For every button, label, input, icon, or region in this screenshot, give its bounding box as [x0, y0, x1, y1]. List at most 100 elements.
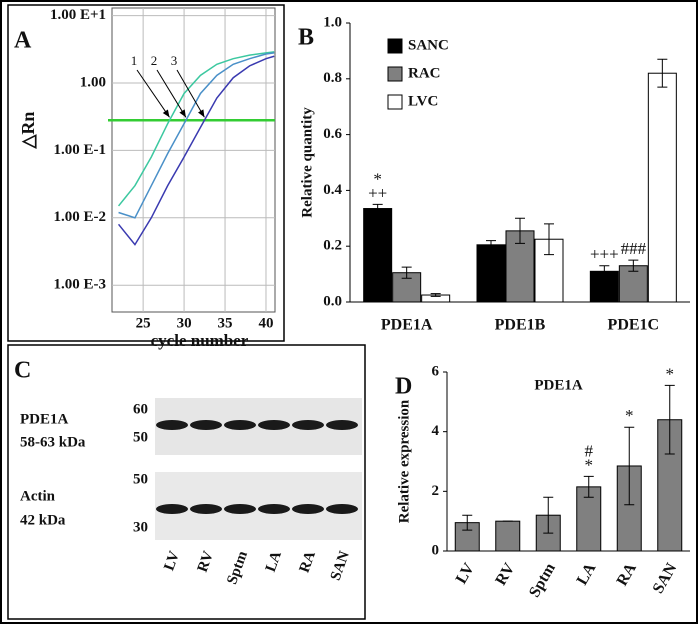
panel-c-frame	[7, 344, 366, 620]
y-tick-label: 6	[432, 363, 440, 379]
y-tick-label: 1.00 E+1	[50, 7, 106, 23]
y-tick-label: 2	[432, 483, 440, 499]
bar	[616, 465, 642, 552]
legend-label: SANC	[408, 37, 449, 53]
lane-label: RV	[195, 549, 217, 574]
arrow-head	[198, 109, 205, 118]
panel-a-frame	[7, 4, 285, 342]
blot-band	[292, 420, 324, 430]
lane-label: RA	[297, 549, 320, 575]
amplification-curve	[117, 55, 275, 246]
error-bar	[515, 217, 525, 244]
x-tick-label: PDE1A	[381, 317, 433, 334]
panel-label: D	[395, 374, 412, 400]
curve-label: 1	[131, 53, 138, 68]
y-tick-label: 0.0	[323, 293, 342, 309]
arrow	[176, 69, 205, 118]
x-tick-label: PDE1B	[495, 317, 546, 334]
marker-label: 50	[133, 429, 148, 445]
x-tick-label: 30	[177, 315, 192, 331]
arrow-head	[162, 109, 170, 118]
x-axis-label: cycle number	[151, 331, 249, 350]
significance-label: *	[625, 406, 634, 425]
significance-label: *	[373, 169, 382, 188]
significance-label: *	[585, 455, 594, 474]
arrow-head	[179, 109, 186, 118]
y-tick-label: 4	[432, 423, 440, 439]
blot-band	[224, 420, 256, 430]
curve-label: 2	[151, 53, 158, 68]
panel-label: C	[14, 358, 31, 384]
error-bar	[543, 496, 554, 534]
error-bar	[599, 265, 610, 278]
legend-swatch	[387, 38, 403, 54]
x-tick-label: SAN	[650, 560, 681, 597]
error-bar	[486, 240, 496, 250]
x-tick-label: RA	[614, 560, 640, 589]
amplification-curve	[117, 51, 275, 207]
error-bar	[430, 293, 441, 297]
legend-swatch	[387, 66, 403, 82]
error-bar	[372, 203, 383, 214]
lane-label: LA	[263, 549, 285, 574]
blot-band	[258, 504, 290, 514]
error-bar	[583, 475, 594, 498]
y-tick-label: 1.00 E-3	[54, 277, 107, 293]
significance-label: *	[666, 364, 675, 383]
x-tick-label: LA	[574, 560, 600, 588]
blot-band	[190, 504, 222, 514]
error-bar	[624, 426, 635, 506]
marker-label: 60	[133, 401, 148, 417]
legend-label: LVC	[408, 93, 438, 109]
significance-label: ###	[621, 239, 647, 258]
y-tick-label: 0.6	[323, 126, 342, 142]
size-label: 42 kDa	[20, 512, 66, 528]
lane-label: SAN	[328, 549, 353, 583]
curve-label: 3	[171, 53, 178, 68]
error-bar	[628, 259, 639, 272]
y-tick-label: 0.4	[323, 182, 342, 198]
x-tick-label: 40	[258, 315, 273, 331]
protein-label: Actin	[20, 488, 56, 504]
blot-band	[224, 504, 256, 514]
x-tick-label: 35	[218, 315, 233, 331]
y-axis-label: △Rn	[18, 112, 38, 150]
y-tick-label: 1.00 E-2	[54, 209, 107, 225]
y-tick-label: 1.00	[80, 74, 106, 90]
legend-label: RAC	[408, 65, 441, 81]
bar	[476, 244, 506, 303]
blot: C PDE1A 58-63 kDa Actin 42 kDa 60 50 50 …	[14, 358, 362, 540]
y-tick-label: 1.0	[323, 14, 342, 30]
x-tick-label: LV	[453, 560, 478, 587]
panel-label: B	[298, 25, 314, 51]
protein-label: PDE1A	[20, 411, 69, 427]
blot-band	[326, 504, 358, 514]
lane-label: LV	[161, 549, 183, 573]
error-bar	[401, 266, 412, 279]
x-tick-label: Sptm	[526, 560, 559, 601]
blot-band	[326, 420, 358, 430]
panel-label: A	[14, 28, 32, 54]
x-tick-label: 25	[136, 315, 151, 331]
blot-band	[156, 504, 188, 514]
arrow	[136, 69, 170, 118]
blot-band	[190, 420, 222, 430]
error-bar	[657, 58, 668, 88]
x-tick-label: PDE1C	[608, 317, 660, 334]
y-tick-label: 0.8	[323, 70, 342, 86]
amplification-curve	[118, 52, 275, 219]
y-axis-label: Relative quantity	[299, 107, 315, 218]
blot-band	[292, 504, 324, 514]
error-bar	[462, 514, 473, 531]
marker-label: 30	[133, 519, 148, 535]
error-bar	[664, 384, 675, 455]
y-tick-label: 1.00 E-1	[54, 142, 107, 158]
legend-swatch	[387, 94, 403, 110]
blot-band	[156, 420, 188, 430]
marker-label: 50	[133, 471, 148, 487]
significance-label: +++	[590, 245, 619, 264]
bar	[495, 520, 521, 552]
blot-band	[258, 420, 290, 430]
